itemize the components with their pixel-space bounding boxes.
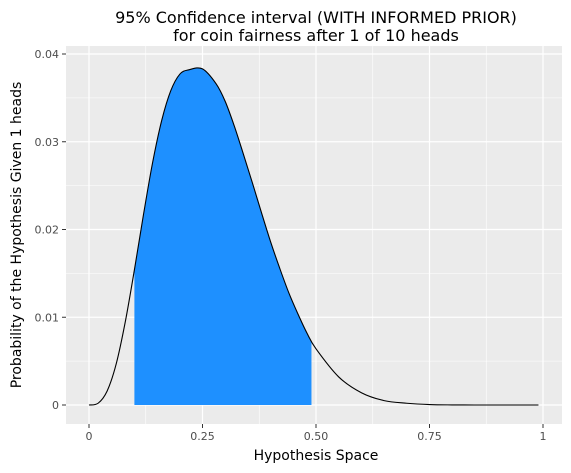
y-tick-label: 0.02 <box>35 224 60 237</box>
x-tick-label: 0.50 <box>304 430 329 443</box>
chart-title-line-2: for coin fairness after 1 of 10 heads <box>173 26 459 45</box>
x-tick-label: 0.75 <box>417 430 442 443</box>
x-tick-label: 0 <box>86 430 93 443</box>
x-tick-label: 1 <box>540 430 547 443</box>
y-axis-title: Probability of the Hypothesis Given 1 he… <box>9 82 25 389</box>
y-tick-label: 0.01 <box>35 311 60 324</box>
confidence-interval-area <box>134 67 312 405</box>
density-line <box>88 67 539 406</box>
y-tick-label: 0 <box>52 399 59 412</box>
posterior-curve <box>88 67 539 406</box>
x-tick-label: 0.25 <box>190 430 215 443</box>
axis-ticks: 0 0.25 0.50 0.75 1 0 0.01 0.02 0.03 0.04 <box>35 48 547 443</box>
interval-fill <box>134 67 312 405</box>
y-tick-label: 0.03 <box>35 136 60 149</box>
x-axis-title: Hypothesis Space <box>254 448 379 464</box>
chart-title-line-1: 95% Confidence interval (WITH INFORMED P… <box>115 8 517 27</box>
y-tick-label: 0.04 <box>35 48 60 61</box>
